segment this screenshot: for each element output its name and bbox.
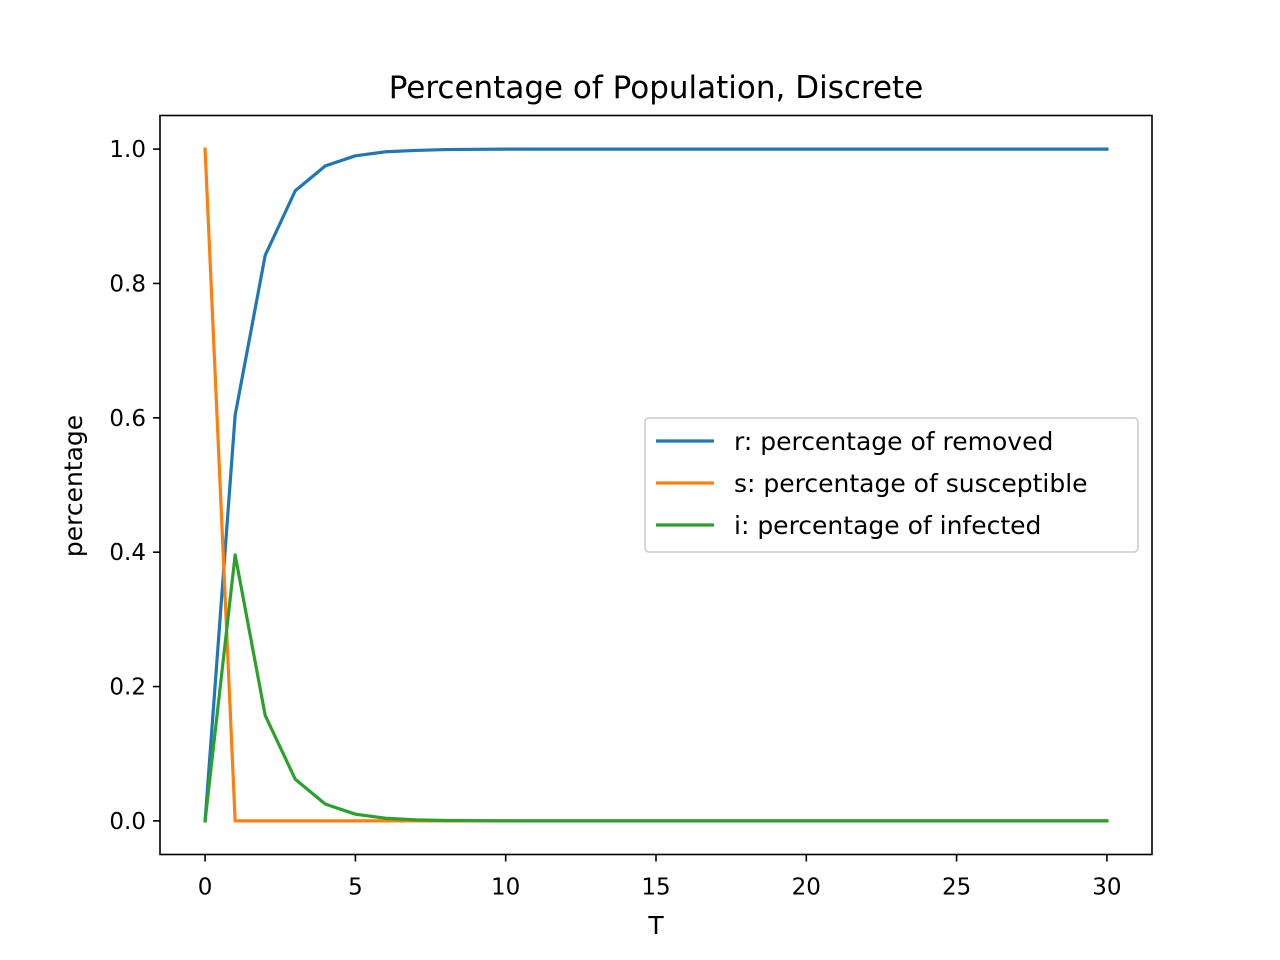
legend-items: r: percentage of removed s: percentage of… (656, 427, 1088, 540)
x-tick-label: 15 (641, 875, 670, 901)
x-axis-ticks: 0 5 10 15 20 25 30 (198, 854, 1122, 901)
legend-label-2: s: percentage of susceptible (734, 469, 1088, 498)
x-axis-label: T (647, 911, 664, 940)
series-line-1 (203, 147, 1109, 823)
x-tick-label: 30 (1092, 875, 1121, 901)
y-tick-label: 0.0 (109, 809, 146, 835)
y-tick-label: 0.4 (109, 540, 146, 566)
y-tick-label: 0.2 (109, 675, 146, 701)
x-tick-label: 5 (348, 875, 363, 901)
y-axis-ticks: 0.0 0.2 0.4 0.6 0.8 1.0 (109, 137, 160, 835)
y-tick-label: 0.8 (109, 271, 146, 297)
legend-label-3: i: percentage of infected (734, 511, 1041, 540)
y-tick-label: 0.6 (109, 406, 146, 432)
series-layer (203, 147, 1109, 823)
series-line-3 (203, 553, 1109, 823)
legend-label-1: r: percentage of removed (734, 427, 1053, 456)
x-tick-label: 25 (942, 875, 971, 901)
x-tick-label: 10 (491, 875, 520, 901)
x-tick-label: 20 (792, 875, 821, 901)
legend: r: percentage of removed s: percentage of… (644, 417, 1139, 553)
chart-title: Percentage of Population, Discrete (389, 70, 924, 106)
y-axis-label: percentage (59, 415, 88, 557)
y-tick-label: 1.0 (109, 137, 146, 163)
x-tick-label: 0 (198, 875, 213, 901)
legend-box (644, 417, 1139, 553)
